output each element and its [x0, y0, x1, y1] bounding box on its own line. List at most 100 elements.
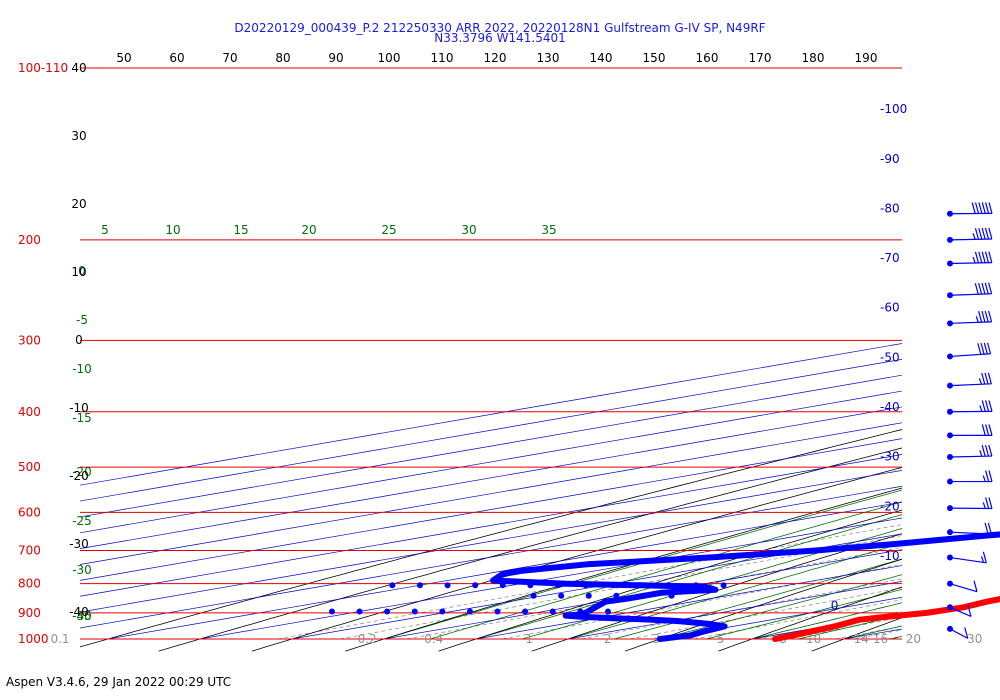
pressure-label: 500 — [18, 460, 41, 474]
wind-barb-flag — [988, 424, 993, 436]
pressure-label: 200 — [18, 233, 41, 247]
dewpoint-point — [530, 592, 537, 599]
dewpoint-point — [384, 608, 391, 615]
pressure-label: 1000 — [18, 632, 49, 646]
wind-barb-flag — [984, 282, 989, 295]
left-moist-label: -25 — [72, 514, 92, 528]
wind-barb-staff — [949, 531, 992, 535]
isotherm-line — [291, 533, 902, 640]
dewpoint-point — [549, 608, 556, 615]
top-scale-label: 150 — [643, 51, 666, 65]
wind-barb-staff — [949, 293, 992, 296]
moist-adiabat-label: 10 — [165, 223, 180, 237]
wind-barb-flag — [978, 251, 983, 263]
dry-adiabat-line — [531, 533, 902, 652]
mixing-ratio-label: 5 — [717, 632, 725, 646]
moist-adiabat-label: 5 — [101, 223, 109, 237]
dry-adiabat-line — [345, 487, 902, 652]
wind-barb-flag — [978, 311, 983, 323]
pressure-label: 900 — [18, 606, 41, 620]
wind-barb-flag — [984, 251, 990, 263]
moist-adiabat-label: 15 — [233, 223, 248, 237]
left-moist-label: 0 — [78, 264, 86, 278]
wind-barb-staff — [949, 583, 978, 593]
mixing-ratio-label: 16 — [873, 632, 888, 646]
wind-barb-half-flag — [972, 233, 976, 240]
wind-barb-half-flag — [972, 256, 976, 264]
wind-barb-flag — [981, 282, 986, 295]
dewpoint-point — [439, 608, 446, 615]
moist-adiabat-line — [521, 528, 902, 640]
dewpoint-point — [444, 582, 451, 589]
wind-barb-flag — [982, 551, 987, 563]
dewpoint-point — [692, 582, 699, 589]
top-scale-label: 110 — [431, 51, 454, 65]
wind-barb-flag — [981, 310, 986, 323]
dewpoint-point — [582, 582, 589, 589]
moist-adiabat-line — [429, 501, 902, 640]
moist-adiabat-label: 35 — [541, 223, 556, 237]
moist-adiabat-label: 30 — [461, 223, 476, 237]
isotherm-line — [80, 406, 902, 550]
mixing-ratio-label: 1 — [525, 632, 533, 646]
isobars — [80, 67, 902, 640]
mixing-ratio-line — [629, 587, 902, 640]
wind-barb-half-flag — [982, 502, 986, 509]
dry-adiabat-line — [80, 429, 902, 648]
wind-barb-flag — [978, 282, 983, 295]
left-dry-label: -20 — [69, 469, 89, 483]
dewpoint-point — [389, 582, 396, 589]
moist-adiabat-line — [613, 558, 902, 640]
dry-adiabat-line — [624, 558, 902, 652]
sounding-profiles — [328, 531, 1000, 642]
wind-barb-half-flag — [979, 405, 983, 412]
pressure-label: 400 — [18, 405, 41, 419]
dewpoint-point — [577, 608, 584, 615]
dry-adiabat-line — [718, 586, 902, 652]
wind-barb-staff — [949, 383, 992, 387]
wind-barb-staff — [949, 606, 972, 617]
isotherm-line — [80, 374, 902, 518]
wind-barb-flag — [971, 202, 976, 214]
dry-adiabat-line — [905, 68, 1000, 651]
dewpoint-point — [472, 582, 479, 589]
left-dry-label: -40 — [69, 605, 89, 619]
top-scale-label: 80 — [275, 51, 290, 65]
dewpoint-point — [522, 608, 529, 615]
wind-barb-flag — [984, 227, 990, 240]
wind-barb-half-flag — [980, 556, 985, 563]
wind-barb-flag — [988, 400, 993, 412]
isotherm-line — [383, 549, 902, 640]
wind-barb-flag — [987, 522, 992, 535]
left-moist-label: -5 — [76, 313, 88, 327]
isotherm-line — [199, 517, 902, 640]
mixing-ratio-label: 14 — [854, 632, 869, 646]
wind-barb-flag — [981, 251, 986, 263]
top-scale-label: 140 — [590, 51, 613, 65]
wind-barb-flag — [985, 424, 990, 436]
wind-barb-flag — [988, 227, 993, 240]
isotherm-line — [107, 501, 902, 640]
top-scale-label: 190 — [855, 51, 878, 65]
wind-barb-flag — [974, 228, 980, 240]
dewpoint-point — [610, 582, 617, 589]
moist-adiabat-line — [567, 542, 902, 640]
mixing-ratio-line — [339, 535, 902, 640]
dry-adiabat-line — [158, 447, 902, 652]
dewpoint-point — [411, 608, 418, 615]
top-scale-label: 50 — [116, 51, 131, 65]
mixing-ratio-label: 2 — [604, 632, 612, 646]
left-dry-label: 40 — [71, 61, 86, 75]
wind-barb-half-flag — [975, 316, 979, 323]
isotherm-line — [80, 390, 902, 534]
dry-adiabat-line — [811, 617, 902, 652]
isotherm-label: -50 — [880, 350, 900, 364]
wind-barb-flag — [986, 342, 992, 354]
chart-title-line-1: D20220129_000439_P.2 212250330 ARR 2022,… — [234, 21, 766, 35]
wind-barb-staff — [949, 321, 992, 324]
wind-barb-flag — [974, 283, 979, 295]
isotherm-line — [80, 470, 902, 613]
left-moist-label: -15 — [72, 411, 92, 425]
dewpoint-point — [665, 582, 672, 589]
